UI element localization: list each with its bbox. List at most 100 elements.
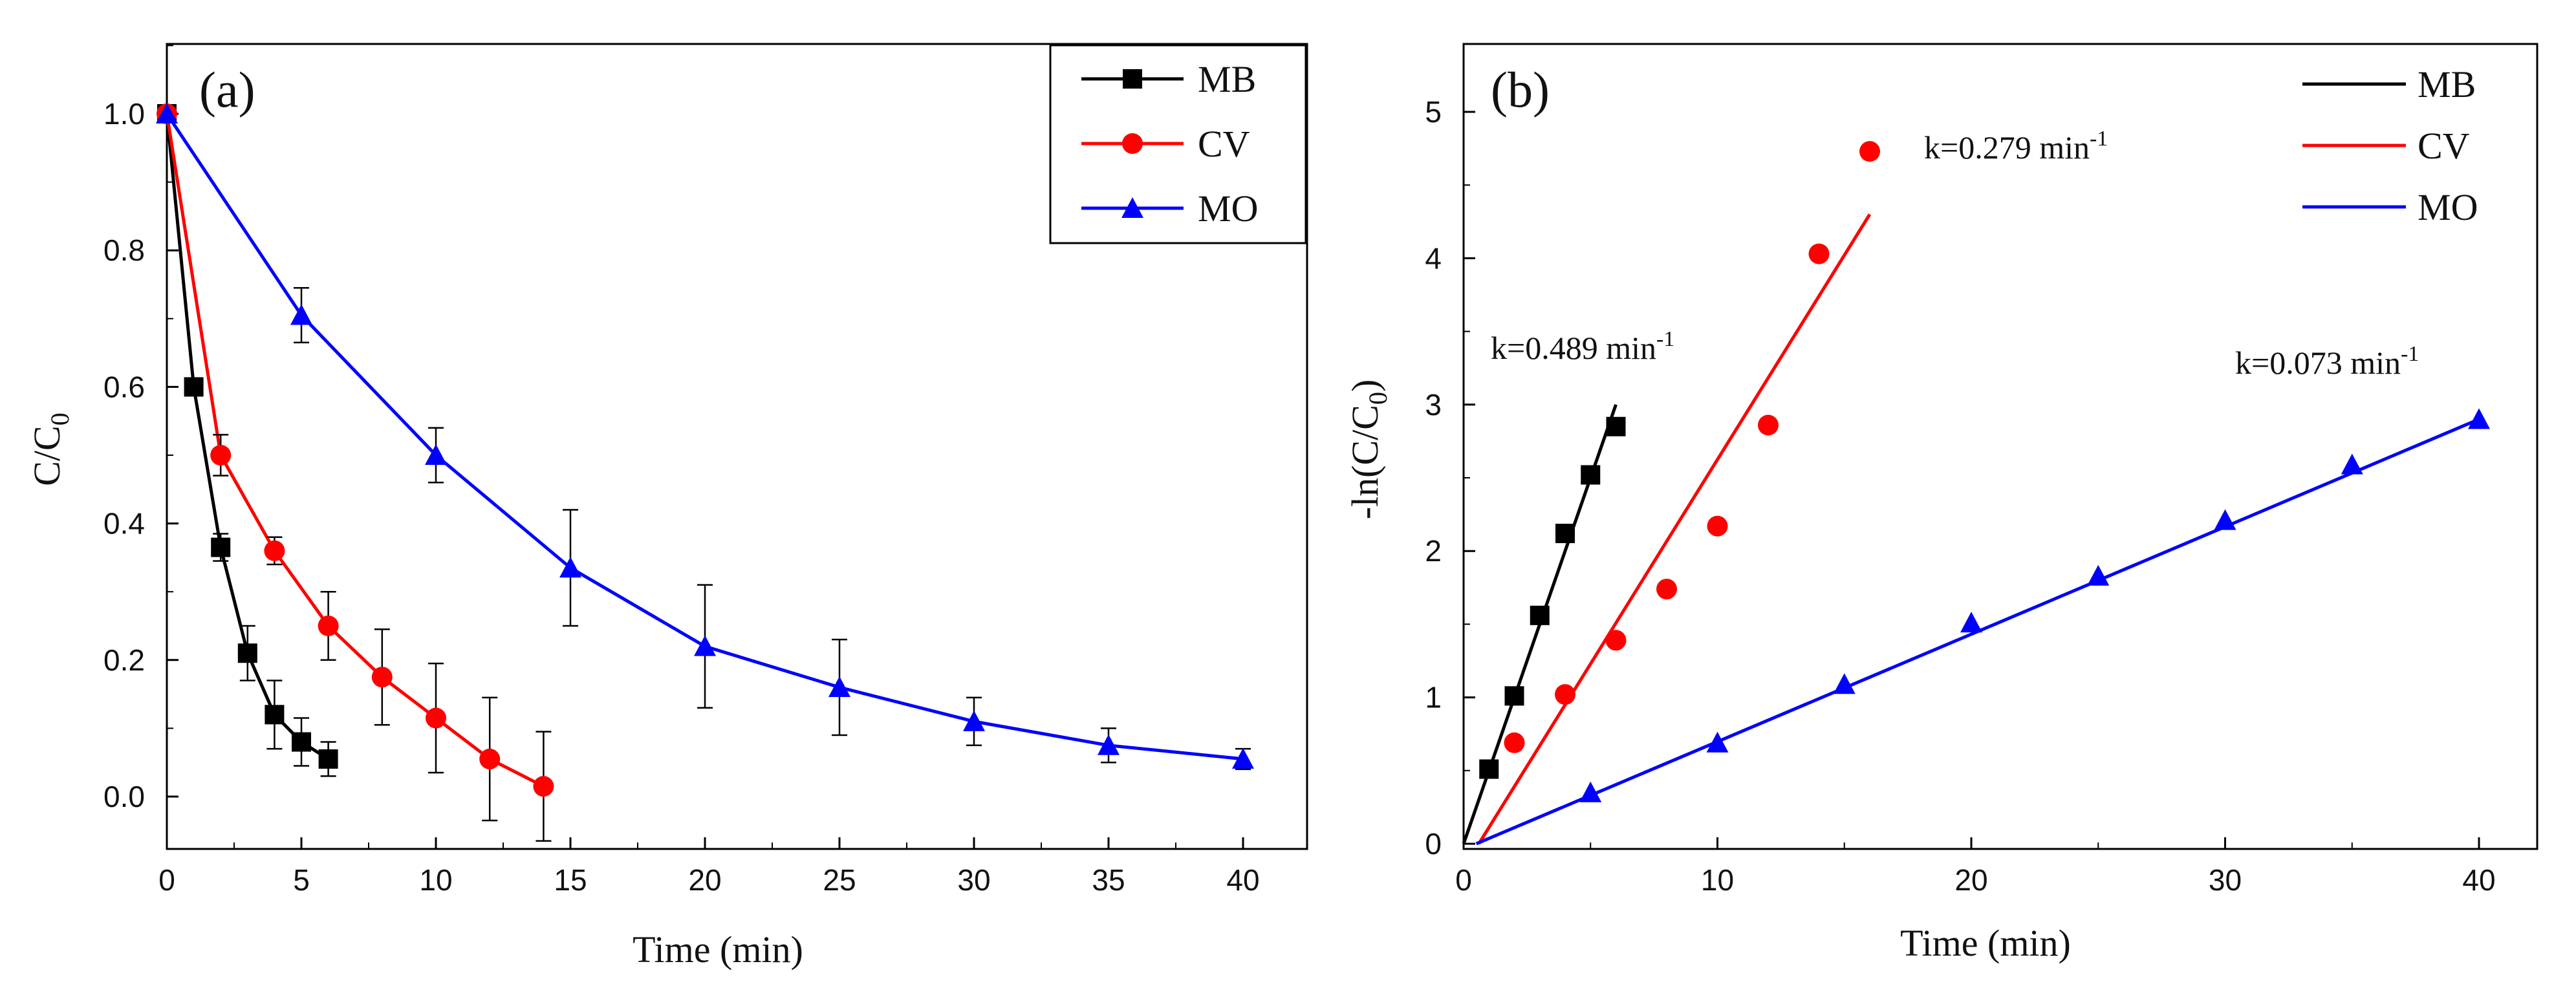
series-mb-point [292, 732, 311, 752]
panel-a-x-tick-label: 30 [957, 863, 990, 897]
panel-b-x-tick-label: 0 [1455, 863, 1472, 897]
annotation-k-mb-superscript: -1 [1656, 327, 1674, 351]
series-mo-point [559, 557, 581, 578]
series-cv-point [318, 616, 339, 636]
series-mb-point [1530, 605, 1550, 625]
series-mo-point [425, 444, 447, 465]
panel-a-x-tick-label: 25 [823, 863, 856, 897]
panel-a-axes: 0 5 10 15 20 25 30 35 40 0.0 0.2 0.4 0.6 0.8 1.0 [103, 45, 1260, 897]
series-cv-point [1504, 732, 1525, 753]
panel-b-y-axis-title-sub: 0 [1363, 392, 1392, 405]
panel-a-y-tick-label: 0.8 [103, 233, 145, 267]
annotation-k-mb-value: k=0.489 min [1491, 330, 1656, 366]
series-mo-point [1960, 612, 1982, 633]
legend-b-mo-label: MO [2418, 186, 2478, 228]
series-mo-point [1579, 781, 1602, 802]
series-mb-point [184, 377, 204, 397]
series-mb-point [1606, 416, 1626, 436]
panel-b-x-tick-label: 30 [2209, 863, 2242, 897]
panel-a-y-tick-label: 0.2 [103, 643, 145, 677]
panel-b-y-axis-title-main: -ln(C/C [1344, 405, 1386, 519]
series-mb-point [1555, 524, 1575, 544]
panel-b-y-tick-label: 1 [1425, 681, 1442, 714]
annotation-k-cv-superscript: -1 [2090, 127, 2108, 151]
panel-a-series [156, 103, 1254, 842]
series-mo-point [828, 676, 850, 698]
series-cv-point [264, 540, 285, 561]
panel-b-rate-constants: k=0.489 min-1k=0.279 min-1k=0.073 min-1 [1491, 127, 2419, 381]
panel-a-frame [166, 43, 1308, 850]
series-cv-point [1758, 414, 1779, 436]
series-mo-point [963, 710, 985, 731]
panel-a-x-tick-label: 20 [688, 863, 721, 897]
series-mo-point [1706, 731, 1729, 753]
series-mo-point [1833, 673, 1856, 694]
panel-b-x-tick-label: 40 [2462, 863, 2495, 897]
series-cv-point [426, 707, 446, 729]
panel-a-y-tick-label: 0.0 [103, 780, 145, 813]
series-mo-point [2214, 509, 2236, 530]
series-mo-point [1098, 734, 1120, 755]
panel-b-axes: 0 10 20 30 40 0 1 2 3 4 5 [1425, 95, 2495, 897]
panel-a-y-axis-title: C/C0 [26, 413, 74, 486]
legend-a-mo-label: MO [1198, 188, 1258, 230]
panel-b-frame [1462, 43, 2538, 850]
series-mo-point [2341, 453, 2363, 475]
panel-b-y-tick-label: 5 [1425, 95, 1442, 129]
series-mb-point [318, 749, 338, 769]
series-mo-point [290, 304, 312, 325]
series-mb-point [211, 537, 231, 557]
panel-b-label: (b) [1491, 61, 1550, 118]
series-cv-point [1555, 684, 1575, 705]
series-cv-point [371, 667, 393, 688]
panel-b-y-axis-title-tail: ) [1344, 380, 1386, 392]
series-cv-point [1707, 515, 1728, 537]
series-cv-point [479, 748, 501, 769]
panel-a-x-tick-label: 15 [554, 863, 587, 897]
panel-b-series [1462, 141, 2490, 846]
series-cv-line [165, 113, 545, 788]
series-mb-point [1504, 686, 1524, 706]
series-mb-point [237, 643, 257, 663]
series-mo-point [1232, 747, 1254, 769]
series-cv-point [1605, 630, 1627, 651]
series-mo-point [156, 103, 178, 123]
panel-b-y-tick-label: 0 [1425, 827, 1442, 861]
series-cv-point [210, 445, 232, 466]
panel-b-y-tick-label: 3 [1425, 388, 1442, 422]
panel-a-label: (a) [199, 61, 255, 118]
panel-a-x-tick-label: 35 [1092, 863, 1125, 897]
legend-a-cv-label: CV [1198, 123, 1250, 165]
annotation-k-mo-superscript: -1 [2401, 342, 2419, 366]
series-mb-point [1581, 465, 1601, 485]
series-mo-point [2468, 408, 2490, 429]
annotation-k-mo: k=0.073 min-1 [2235, 342, 2419, 381]
legend-a-mb-marker [1123, 69, 1142, 89]
series-cv-point [1859, 141, 1880, 162]
legend-b-cv-label: CV [2418, 125, 2470, 167]
series-mb-point [1479, 759, 1499, 779]
panel-a-x-tick-label: 5 [293, 863, 310, 897]
panel-a-y-tick-label: 0.6 [103, 370, 145, 403]
panel-a-y-tick-label: 1.0 [103, 97, 145, 131]
panel-b-x-axis-title: Time (min) [1900, 922, 2071, 964]
panel-a-legend: MB CV MO [1049, 44, 1307, 244]
panel-b-y-tick-label: 4 [1425, 241, 1442, 275]
series-cv-fit-line [1477, 213, 1872, 845]
legend-a-cv-marker [1122, 133, 1143, 154]
series-mb-point [265, 705, 285, 725]
series-mo-point [2087, 564, 2110, 586]
legend-a-mo-marker [1121, 197, 1143, 218]
panel-a-x-axis-title: Time (min) [633, 928, 803, 970]
panel-a-x-tick-label: 40 [1226, 863, 1259, 897]
panel-b-legend: MB CV MO [2302, 63, 2478, 228]
annotation-k-mb: k=0.489 min-1 [1491, 327, 1674, 366]
panel-a-y-axis-title-main: C/C [26, 425, 68, 486]
annotation-k-cv-value: k=0.279 min [1924, 129, 2090, 166]
panel-a-chart: 0 5 10 15 20 25 30 35 40 0.0 0.2 0.4 0.6 0.8 1.0 (a) T… [26, 43, 1308, 970]
legend-a-mb-label: MB [1198, 58, 1256, 100]
series-mo-point [694, 635, 716, 656]
panel-b-y-tick-label: 2 [1425, 534, 1442, 568]
